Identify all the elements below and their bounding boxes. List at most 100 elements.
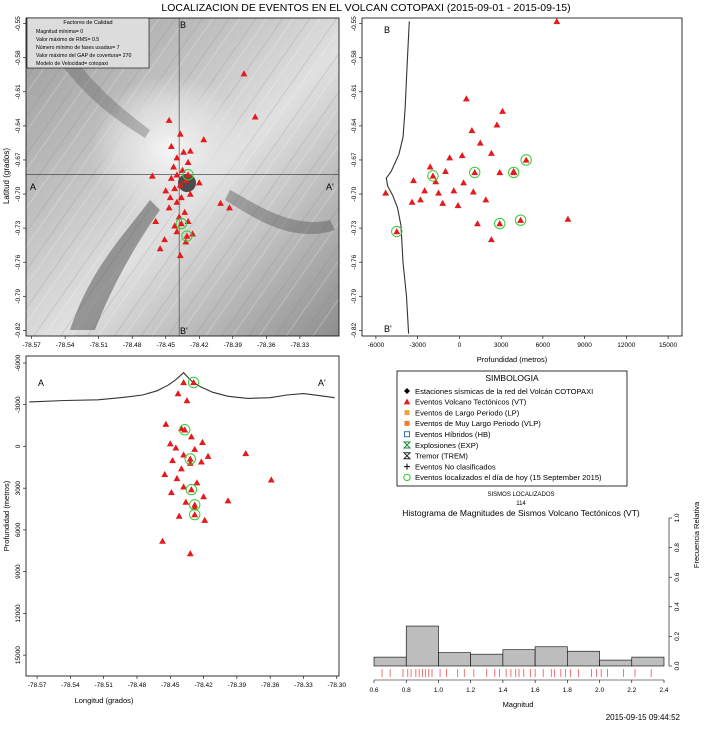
vt-event-marker bbox=[240, 70, 248, 77]
hourglass-icon bbox=[402, 441, 412, 449]
sismos-count: 114 bbox=[516, 501, 526, 507]
vt-event-marker bbox=[195, 179, 203, 186]
y-tick-label: 0.2 bbox=[674, 632, 681, 641]
map-panel: -78.57 -78.54 -78.51 -78.48 -78.45 -78.42 -78.… bbox=[2, 16, 340, 349]
y-tick-label: 0.4 bbox=[674, 602, 681, 611]
vt-event-marker bbox=[180, 379, 188, 386]
vt-event-marker bbox=[167, 142, 175, 150]
map-valley-shadow bbox=[70, 200, 160, 330]
today-event-marker bbox=[191, 501, 199, 508]
today-event-ring bbox=[182, 169, 194, 181]
x-tick-label: 12000 bbox=[617, 342, 635, 349]
b-section-b: B bbox=[384, 25, 390, 35]
vt-event-marker bbox=[180, 148, 188, 155]
y-tick-label: 0.8 bbox=[674, 543, 681, 552]
vt-event-marker bbox=[442, 167, 449, 175]
legend-items: Estaciones sísmicas de la red del Volcán… bbox=[402, 387, 602, 482]
b-section-b-prime: B' bbox=[384, 324, 392, 334]
vt-event-marker bbox=[177, 465, 185, 472]
legend-item-label: Explosiones (EXP) bbox=[415, 441, 479, 450]
x-tick-label: -78.51 bbox=[89, 342, 108, 349]
today-event-marker bbox=[522, 156, 530, 163]
vt-event-marker bbox=[167, 174, 175, 181]
vt-event-marker bbox=[426, 163, 434, 170]
vt-event-marker bbox=[171, 184, 179, 192]
histogram-bar bbox=[534, 646, 568, 667]
vt-event-marker bbox=[173, 154, 181, 161]
histogram-y-label: Frecuencia Relativa bbox=[692, 501, 701, 568]
vt-event-marker bbox=[173, 171, 181, 178]
x-tick-label: 9000 bbox=[577, 342, 592, 349]
vt-event-marker bbox=[487, 236, 495, 243]
x-tick-label: 1.4 bbox=[498, 687, 507, 694]
histogram-bar bbox=[438, 652, 471, 667]
vt-event-marker bbox=[180, 451, 188, 458]
vt-event-marker bbox=[186, 147, 194, 154]
vt-event-marker bbox=[173, 198, 181, 205]
b-section-topography bbox=[385, 21, 410, 334]
x-tick-label: 1.2 bbox=[466, 687, 475, 694]
y-tick-label: -0.67 bbox=[15, 152, 22, 167]
y-tick-label: -0.70 bbox=[351, 186, 358, 201]
legend-item-label: Eventos de Muy Largo Periodo (VLP) bbox=[415, 419, 541, 428]
today-event-ring bbox=[181, 230, 193, 242]
histogram-title: Histograma de Magnitudes de Sismos Volca… bbox=[402, 508, 640, 518]
legend-title: SIMBOLOGIA bbox=[485, 373, 539, 383]
plus-icon bbox=[404, 463, 410, 470]
vt-event-marker bbox=[199, 438, 206, 445]
map-y-axis: -0.55 -0.58 -0.61 -0.64 -0.67 -0.70 -0.73 -0.76… bbox=[15, 16, 26, 338]
vt-event-marker bbox=[382, 189, 390, 196]
today-event-marker bbox=[181, 426, 189, 433]
today-event-ring bbox=[175, 217, 188, 230]
quality-title: Factores de Calidad bbox=[63, 20, 112, 26]
vt-event-marker bbox=[217, 199, 224, 206]
vt-event-marker bbox=[183, 397, 191, 404]
map-frame bbox=[25, 17, 340, 337]
y-tick-label: -0.58 bbox=[351, 50, 358, 65]
vt-event-marker bbox=[474, 220, 481, 227]
vt-event-marker bbox=[168, 488, 175, 496]
today-event-ring bbox=[185, 483, 198, 496]
map-section-a-prime: A' bbox=[326, 182, 334, 192]
hourglass-outline-icon bbox=[402, 452, 412, 460]
square-icon bbox=[404, 420, 410, 426]
legend: SIMBOLOGIA Estaciones sísmicas de la red… bbox=[396, 370, 628, 487]
quality-box: Factores de Calidad Magnitud mínima= 0 V… bbox=[26, 17, 150, 69]
histogram-bar bbox=[567, 650, 600, 667]
vt-event-marker bbox=[435, 189, 442, 196]
x-tick-label: -78.51 bbox=[94, 682, 113, 689]
legend-item-label: Tremor (TREM) bbox=[415, 452, 468, 461]
vt-event-marker bbox=[181, 208, 189, 215]
vt-event-marker bbox=[171, 222, 179, 229]
x-tick-label: 15000 bbox=[659, 342, 677, 349]
today-event-marker bbox=[393, 228, 401, 235]
vt-event-marker bbox=[152, 217, 160, 225]
today-event-ring bbox=[189, 499, 201, 511]
histogram-bar bbox=[631, 656, 665, 667]
today-event-ring bbox=[468, 166, 481, 179]
b-section-today-points bbox=[391, 154, 532, 238]
vt-event-marker bbox=[417, 196, 424, 203]
today-event-marker bbox=[471, 169, 479, 176]
quality-line-5: Modelo de Velocidad= cotopaxi bbox=[36, 61, 108, 67]
today-event-marker bbox=[510, 169, 518, 176]
today-event-marker bbox=[184, 171, 192, 178]
vt-event-marker bbox=[166, 440, 174, 447]
vt-event-marker bbox=[446, 154, 454, 161]
y-tick-label: -0.64 bbox=[351, 118, 358, 133]
vt-event-marker bbox=[165, 116, 173, 123]
y-tick-label: -0.82 bbox=[15, 323, 22, 338]
circle-icon bbox=[403, 473, 411, 482]
vt-event-marker bbox=[177, 194, 185, 201]
x-tick-label: 2.0 bbox=[595, 687, 604, 694]
legend-item-label: Eventos Volcano Tectónicos (VT) bbox=[415, 398, 527, 407]
today-event-marker bbox=[496, 220, 504, 227]
x-tick-label: -78.45 bbox=[157, 342, 176, 349]
sismos-label: SISMOS LOCALIZADOS bbox=[487, 492, 554, 498]
x-tick-label: -78.48 bbox=[123, 342, 142, 349]
y-tick-label: -0.73 bbox=[351, 220, 358, 235]
y-tick-label: -6000 bbox=[15, 354, 22, 371]
vt-event-marker bbox=[499, 107, 506, 114]
today-event-marker bbox=[187, 486, 195, 493]
a-section-y-axis: -6000 -3000 0 3000 6000 9000 12000 15000 bbox=[15, 354, 26, 664]
